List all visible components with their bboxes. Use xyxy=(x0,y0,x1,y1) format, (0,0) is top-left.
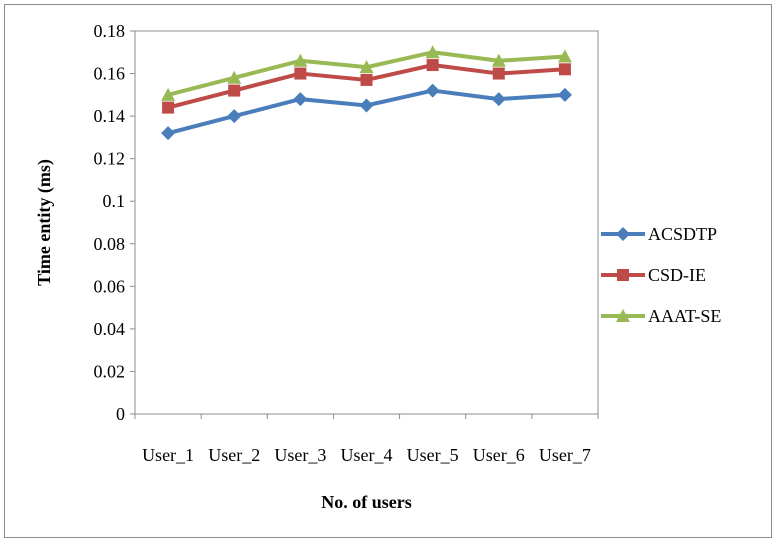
x-tick-label: User_4 xyxy=(341,445,393,465)
y-tick-label: 0 xyxy=(116,404,125,424)
legend-item-csd-ie: CSD-IE xyxy=(601,265,706,285)
data-point xyxy=(359,98,374,113)
y-tick-label: 0.14 xyxy=(94,106,126,126)
y-tick-label: 0.18 xyxy=(94,21,126,41)
data-point xyxy=(227,109,242,124)
legend-label: AAAT-SE xyxy=(648,306,721,326)
y-tick-label: 0.04 xyxy=(94,319,126,339)
data-point xyxy=(491,53,506,67)
series-aaat-se xyxy=(161,45,572,101)
data-point xyxy=(425,45,440,59)
x-tick-label: User_3 xyxy=(274,445,326,465)
y-tick-label: 0.16 xyxy=(94,64,126,84)
data-point xyxy=(557,87,572,102)
x-tick-label: User_1 xyxy=(142,445,194,465)
data-point xyxy=(617,269,629,281)
plot-area xyxy=(134,30,599,415)
data-point xyxy=(227,70,242,84)
data-point xyxy=(616,227,630,241)
data-point xyxy=(359,60,374,74)
series-layer xyxy=(161,45,572,141)
x-tick-label: User_2 xyxy=(208,445,260,465)
x-tick-label: User_6 xyxy=(473,445,525,465)
legend-item-aaat-se: AAAT-SE xyxy=(601,306,721,326)
y-tick-label: 0.02 xyxy=(94,361,126,381)
legend-label: ACSDTP xyxy=(648,224,717,244)
series-acsdtp xyxy=(161,83,572,141)
data-point xyxy=(228,84,241,97)
y-tick-label: 0.12 xyxy=(94,149,126,169)
data-point xyxy=(425,83,440,98)
y-axis: 0 0.02 0.04 0.06 0.08 0.1 0.12 0.14 0.16 0.18 xyxy=(94,21,135,424)
chart-frame xyxy=(4,4,772,538)
data-point xyxy=(360,73,373,86)
x-tick-label: User_5 xyxy=(407,445,459,465)
legend: ACSDTP CSD-IE AAAT-SE xyxy=(601,224,721,326)
series-csd-ie xyxy=(162,59,571,114)
y-tick-label: 0.06 xyxy=(94,276,126,296)
y-axis-title: Time entity (ms) xyxy=(34,159,55,286)
data-point xyxy=(293,92,308,107)
data-point xyxy=(162,101,175,114)
data-point xyxy=(161,126,176,141)
y-tick-label: 0.08 xyxy=(94,234,126,254)
data-point xyxy=(426,59,439,72)
x-axis-title: No. of users xyxy=(321,492,412,512)
data-point xyxy=(557,49,572,63)
x-tick-label: User_7 xyxy=(539,445,591,465)
data-point xyxy=(293,53,308,67)
legend-item-acsdtp: ACSDTP xyxy=(601,224,717,244)
y-tick-label: 0.1 xyxy=(103,191,126,211)
data-point xyxy=(492,67,505,80)
legend-label: CSD-IE xyxy=(648,265,706,285)
data-point xyxy=(294,67,307,80)
data-point xyxy=(558,63,571,76)
x-axis: User_1 User_2 User_3 User_4 User_5 User_6 User… xyxy=(134,414,599,465)
data-point xyxy=(491,92,506,107)
data-point xyxy=(161,87,176,101)
data-point xyxy=(616,309,630,322)
